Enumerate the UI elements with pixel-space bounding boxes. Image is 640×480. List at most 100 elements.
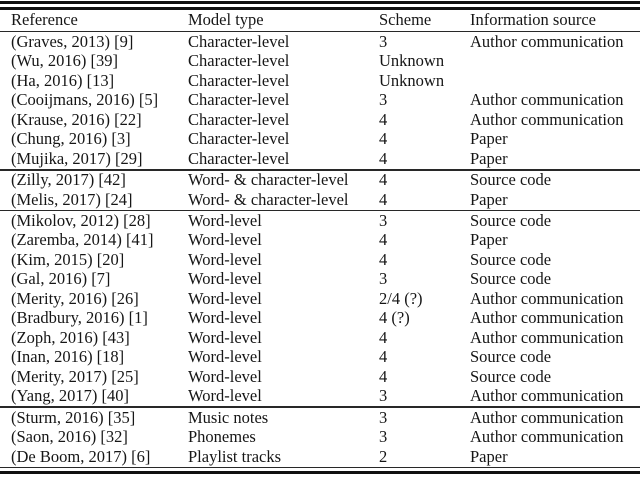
cell-scheme: 3 — [379, 31, 388, 51]
cell-scheme: 3 — [379, 427, 388, 447]
table-row: (Bradbury, 2016) [1] Word-level 4 (?) Autho… — [0, 309, 640, 329]
cell-model-type: Music notes — [188, 407, 269, 427]
table-row: (Merity, 2016) [26] Word-level 2/4 (?) Auth… — [0, 289, 640, 309]
cell-information-source: Paper — [470, 189, 508, 209]
cell-reference: (Bradbury, 2016) [1] — [11, 308, 148, 328]
column-header-scheme: Scheme — [379, 9, 432, 29]
cell-reference: (De Boom, 2017) [6] — [11, 446, 151, 466]
table-row: (Zaremba, 2014) [41] Word-level 4 Paper — [0, 231, 640, 251]
cell-information-source: Paper — [470, 129, 508, 149]
cell-information-source: Author communication — [470, 90, 624, 110]
cell-model-type: Word-level — [188, 210, 262, 230]
cell-scheme: 4 — [379, 148, 388, 168]
table-row: (Krause, 2016) [22] Character-level 4 Autho… — [0, 110, 640, 130]
cell-model-type: Character-level — [188, 31, 290, 51]
table-row: (Zilly, 2017) [42] Word- & character-leve… — [0, 171, 640, 191]
table-row: (Gal, 2016) [7] Word-level 3 Source code — [0, 270, 640, 290]
cell-scheme: 4 — [379, 249, 388, 269]
cell-reference: (Cooijmans, 2016) [5] — [11, 90, 159, 110]
cell-reference: (Chung, 2016) [3] — [11, 129, 131, 149]
cell-reference: (Melis, 2017) [24] — [11, 189, 133, 209]
group-divider-rule — [0, 168, 640, 171]
table-row: (Mikolov, 2012) [28] Word-level 3 Source co… — [0, 211, 640, 231]
cell-model-type: Word-level — [188, 269, 262, 289]
table-row: (Chung, 2016) [3] Character-level 4 Paper — [0, 130, 640, 150]
cell-scheme: 4 — [379, 366, 388, 386]
cell-reference: (Krause, 2016) [22] — [11, 109, 142, 129]
cell-reference: (Zaremba, 2014) [41] — [11, 230, 154, 250]
cell-reference: (Wu, 2016) [39] — [11, 51, 119, 71]
cell-information-source: Source code — [470, 170, 552, 190]
table-row: (Wu, 2016) [39] Character-level Unknown — [0, 52, 640, 72]
table-top-rule-inner — [0, 7, 640, 10]
cell-model-type: Character-level — [188, 148, 290, 168]
cell-model-type: Word-level — [188, 249, 262, 269]
cell-information-source: Author communication — [470, 308, 624, 328]
group-divider-rule — [0, 209, 640, 212]
cell-reference: (Saon, 2016) [32] — [11, 427, 128, 447]
cell-model-type: Word- & character-level — [188, 170, 349, 190]
table-row: (Ha, 2016) [13] Character-level Unknown — [0, 71, 640, 91]
cell-scheme: 2/4 (?) — [379, 288, 423, 308]
cell-information-source: Author communication — [470, 327, 624, 347]
column-header-model-type: Model type — [188, 9, 264, 29]
cell-model-type: Word-level — [188, 230, 262, 250]
cell-information-source: Paper — [470, 148, 508, 168]
cell-reference: (Yang, 2017) [40] — [11, 386, 129, 406]
table-row: (De Boom, 2017) [6] Playlist tracks 2 Paper — [0, 447, 640, 467]
cell-reference: (Mujika, 2017) [29] — [11, 148, 143, 168]
cell-model-type: Phonemes — [188, 427, 256, 447]
cell-information-source: Source code — [470, 249, 552, 269]
table-bottom-rule-inner — [0, 466, 640, 469]
cell-scheme: 3 — [379, 386, 388, 406]
cell-reference: (Kim, 2015) [20] — [11, 249, 125, 269]
cell-information-source: Source code — [470, 366, 552, 386]
cell-scheme: Unknown — [379, 51, 445, 71]
cell-reference: (Sturm, 2016) [35] — [11, 407, 136, 427]
cell-model-type: Playlist tracks — [188, 446, 282, 466]
table-row: (Cooijmans, 2016) [5] Character-level 3 Aut… — [0, 91, 640, 111]
cell-information-source: Paper — [470, 230, 508, 250]
cell-scheme: 4 — [379, 327, 388, 347]
cell-model-type: Character-level — [188, 51, 290, 71]
table-row: (Kim, 2015) [20] Word-level 4 Source code — [0, 250, 640, 270]
table-row: (Sturm, 2016) [35] Music notes 3 Author com… — [0, 408, 640, 428]
cell-information-source: Source code — [470, 269, 552, 289]
cell-scheme: 4 — [379, 230, 388, 250]
cell-scheme: 4 — [379, 129, 388, 149]
cell-reference: (Graves, 2013) [9] — [11, 31, 134, 51]
table-row: (Saon, 2016) [32] Phonemes 3 Author communi… — [0, 428, 640, 448]
cell-model-type: Character-level — [188, 90, 290, 110]
cell-information-source: Paper — [470, 446, 508, 466]
column-header-information-source: Information source — [470, 9, 596, 29]
cell-information-source: Author communication — [470, 386, 624, 406]
cell-model-type: Character-level — [188, 129, 290, 149]
cell-scheme: 4 — [379, 347, 388, 367]
table-row: (Zoph, 2016) [43] Word-level 4 Author commu… — [0, 328, 640, 348]
table-header-row: Reference Model type Scheme Information … — [0, 10, 640, 31]
cell-scheme: 4 — [379, 170, 388, 190]
cell-scheme: 4 — [379, 189, 388, 209]
cell-model-type: Word- & character-level — [188, 189, 349, 209]
cell-scheme: 3 — [379, 210, 388, 230]
group-divider-rule — [0, 406, 640, 409]
table-row: (Merity, 2017) [25] Word-level 4 Source cod… — [0, 367, 640, 387]
cell-model-type: Word-level — [188, 366, 262, 386]
cell-information-source: Author communication — [470, 31, 624, 51]
cell-information-source: Source code — [470, 210, 552, 230]
cell-model-type: Word-level — [188, 347, 262, 367]
table-row: (Melis, 2017) [24] Word- & character-leve… — [0, 190, 640, 210]
cell-scheme: 3 — [379, 269, 388, 289]
cell-reference: (Merity, 2016) [26] — [11, 288, 139, 308]
cell-reference: (Gal, 2016) [7] — [11, 269, 111, 289]
column-header-reference: Reference — [11, 9, 78, 29]
cell-information-source: Author communication — [470, 109, 624, 129]
cell-information-source: Source code — [470, 347, 552, 367]
cell-reference: (Merity, 2017) [25] — [11, 366, 139, 386]
cell-model-type: Word-level — [188, 308, 262, 328]
cell-model-type: Character-level — [188, 109, 290, 129]
cell-scheme: 2 — [379, 446, 388, 466]
table-row: (Mujika, 2017) [29] Character-level 4 Paper — [0, 149, 640, 169]
table-bottom-rule-outer — [0, 470, 640, 474]
